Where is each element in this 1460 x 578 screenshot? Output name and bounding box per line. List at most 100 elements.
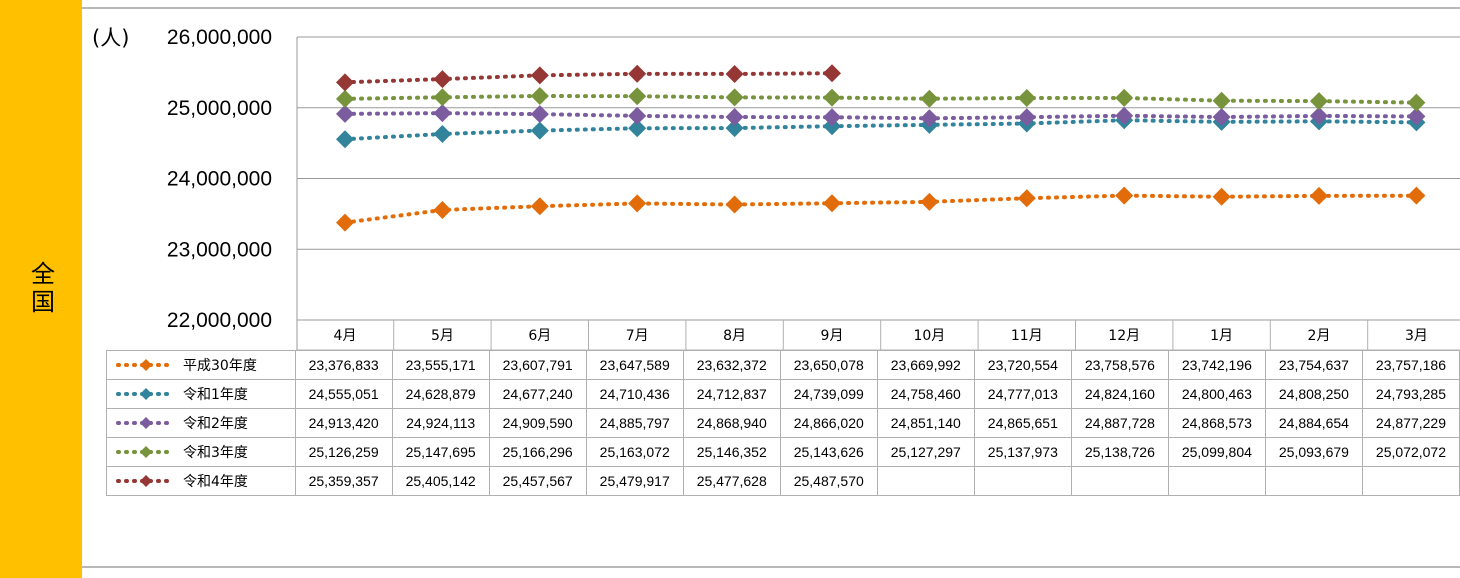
data-point-marker	[1017, 108, 1036, 127]
chart-data-table: 平成30年度 23,376,833 23,555,171 23,607,791 23,6…	[106, 350, 1460, 496]
table-cell: 25,487,570	[779, 466, 878, 496]
data-point-marker	[1407, 107, 1426, 126]
table-cell: 24,909,590	[488, 408, 587, 438]
data-point-marker	[1212, 108, 1231, 127]
x-tick-label: 2月	[1308, 328, 1331, 344]
legend-label: 令和1年度	[183, 387, 248, 403]
table-cell: 24,877,229	[1361, 408, 1460, 438]
table-cell	[973, 466, 1072, 496]
x-tick-label: 10月	[913, 328, 945, 344]
table-row: 令和4年度 25,359,357 25,405,142 25,457,567 25,47…	[106, 466, 1460, 496]
y-tick-label: 23,000,000	[167, 238, 272, 261]
y-tick-label: 24,000,000	[167, 168, 272, 191]
table-cell: 24,887,728	[1070, 408, 1169, 438]
data-point-marker	[1115, 88, 1134, 107]
data-point-marker	[725, 108, 744, 127]
data-point-marker	[433, 125, 452, 144]
series-line	[343, 111, 1419, 121]
table-cell: 25,137,973	[973, 437, 1072, 467]
data-point-marker	[823, 88, 841, 107]
data-point-marker	[530, 121, 549, 140]
table-cell: 23,607,791	[488, 350, 587, 380]
legend-label: 平成30年度	[183, 358, 257, 374]
table-cell	[1167, 466, 1266, 496]
table-cell: 25,138,726	[1070, 437, 1169, 467]
table-row: 令和1年度 24,555,051 24,628,879 24,677,240 24,71…	[106, 379, 1460, 409]
series-line	[343, 93, 1419, 105]
region-label: 全国	[0, 0, 82, 578]
data-point-marker	[1212, 187, 1231, 206]
table-row: 平成30年度 23,376,833 23,555,171 23,607,791 23,6…	[106, 350, 1460, 380]
table-cell: 23,720,554	[973, 350, 1072, 380]
table-cell: 24,793,285	[1361, 379, 1460, 409]
y-axis-unit: (人)	[92, 26, 130, 50]
table-cell: 24,924,113	[391, 408, 490, 438]
table-cell: 23,632,372	[682, 350, 781, 380]
x-tick-label: 9月	[821, 328, 844, 344]
data-point-marker	[823, 194, 841, 213]
data-point-marker	[1407, 93, 1426, 112]
legend-key-icon	[116, 388, 176, 400]
data-point-marker	[530, 66, 549, 85]
series-line	[343, 193, 1419, 225]
bottom-rule	[82, 566, 1460, 568]
table-cell: 24,913,420	[294, 408, 393, 438]
table-cell: 25,126,259	[294, 437, 393, 467]
table-cell: 23,647,589	[585, 350, 684, 380]
table-cell: 23,669,992	[876, 350, 975, 380]
table-cell: 23,650,078	[779, 350, 878, 380]
table-cell: 24,555,051	[294, 379, 393, 409]
data-point-marker	[725, 195, 744, 214]
data-point-marker	[628, 119, 647, 138]
data-point-marker	[336, 130, 354, 149]
table-cell: 24,866,020	[779, 408, 878, 438]
table-cell	[1070, 466, 1169, 496]
data-point-marker	[823, 108, 841, 127]
data-point-marker	[433, 200, 452, 219]
data-point-marker	[1115, 106, 1134, 125]
table-cell: 24,808,250	[1264, 379, 1363, 409]
table-cell: 25,359,357	[294, 466, 393, 496]
table-cell: 23,757,186	[1361, 350, 1460, 380]
data-point-marker	[1310, 92, 1328, 111]
data-point-marker	[1115, 186, 1134, 205]
legend-cell: 令和1年度	[106, 379, 296, 409]
x-tick-label: 3月	[1405, 328, 1428, 344]
table-cell: 25,479,917	[585, 466, 684, 496]
table-cell: 24,777,013	[973, 379, 1072, 409]
table-cell: 25,099,804	[1167, 437, 1266, 467]
table-cell: 24,712,837	[682, 379, 781, 409]
table-cell: 24,677,240	[488, 379, 587, 409]
x-tick-label: 5月	[431, 328, 454, 344]
data-point-marker	[530, 86, 549, 105]
region-label-text: 全国	[26, 261, 55, 317]
table-cell: 24,824,160	[1070, 379, 1169, 409]
table-cell: 24,885,797	[585, 408, 684, 438]
legend-key-icon	[116, 417, 176, 429]
data-point-marker	[433, 70, 452, 89]
data-point-marker	[628, 64, 647, 83]
table-cell: 24,868,573	[1167, 408, 1266, 438]
data-point-marker	[336, 104, 354, 123]
legend-cell: 令和3年度	[106, 437, 296, 467]
legend-key-icon	[116, 475, 176, 487]
table-cell	[1361, 466, 1460, 496]
table-cell: 24,884,654	[1264, 408, 1363, 438]
table-cell: 25,166,296	[488, 437, 587, 467]
data-point-marker	[1407, 186, 1426, 205]
data-point-marker	[628, 106, 647, 125]
data-point-marker	[823, 64, 841, 83]
table-cell: 24,739,099	[779, 379, 878, 409]
table-cell	[1264, 466, 1363, 496]
x-tick-label: 12月	[1108, 328, 1140, 344]
legend-cell: 令和2年度	[106, 408, 296, 438]
legend-cell: 令和4年度	[106, 466, 296, 496]
data-point-marker	[725, 64, 744, 83]
table-cell: 25,146,352	[682, 437, 781, 467]
region-sidebar	[0, 0, 82, 578]
x-tick-label: 6月	[528, 328, 551, 344]
table-cell: 25,457,567	[488, 466, 587, 496]
table-cell: 23,754,637	[1264, 350, 1363, 380]
data-point-marker	[628, 87, 647, 106]
